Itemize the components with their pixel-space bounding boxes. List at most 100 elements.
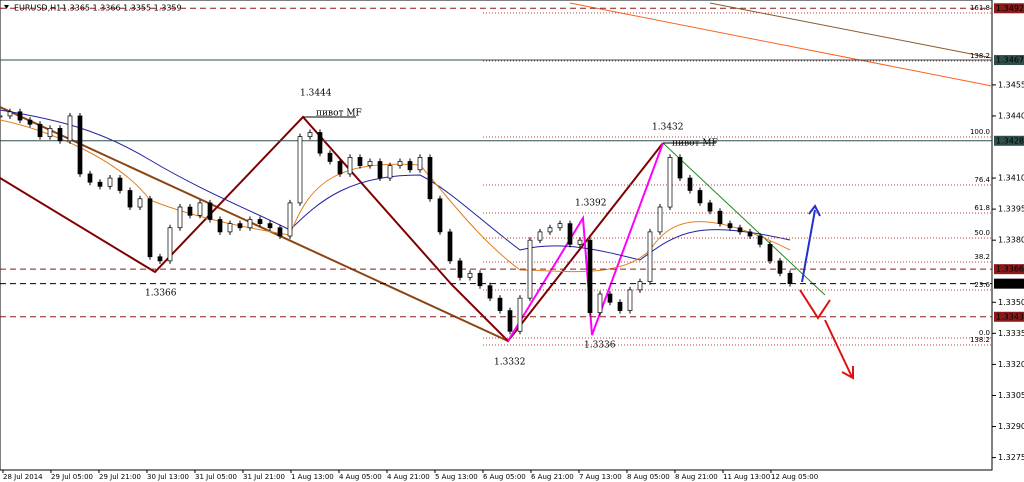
candle (607, 293, 613, 303)
candle (17, 111, 23, 121)
x-tick-label: 29 Jul 21:00 (99, 473, 141, 481)
candle (157, 256, 163, 262)
candle (7, 111, 13, 117)
candle (757, 235, 763, 245)
price-box (994, 135, 1024, 146)
candle (417, 157, 423, 171)
candle (547, 227, 553, 233)
candle (537, 231, 543, 241)
candle (557, 223, 563, 229)
y-tick-label: 1.3320 (998, 360, 1024, 369)
fib-label: 0.0 (979, 329, 990, 337)
price-box (994, 3, 1024, 14)
candle (517, 297, 523, 332)
x-tick-label: 30 Jul 13:00 (147, 473, 189, 481)
arrow-up (801, 204, 821, 283)
price-box (994, 278, 1024, 289)
trend-line (709, 2, 993, 59)
fib-label: 50.0 (974, 229, 990, 237)
candle (787, 272, 793, 285)
candle (177, 206, 183, 229)
fib-label: 61.8 (974, 204, 990, 212)
price-box (994, 55, 1024, 66)
zigzag (507, 142, 664, 342)
x-tick-label: 4 Aug 05:00 (339, 473, 382, 481)
candle (507, 310, 513, 332)
candle (777, 260, 783, 274)
candle (237, 223, 243, 229)
price-label: 1.3366 (996, 265, 1024, 274)
fib-label: 76.4 (974, 176, 990, 184)
candle (27, 119, 33, 125)
candle (677, 157, 683, 179)
candle (707, 202, 713, 212)
candle (487, 285, 493, 299)
moving-average (0, 109, 791, 261)
fib-label: 23.6 (974, 281, 990, 289)
candle (77, 115, 83, 175)
candle (127, 190, 133, 208)
candle (407, 161, 413, 171)
candle (347, 157, 353, 175)
candle (287, 202, 293, 237)
candle (387, 165, 393, 179)
annotation: 1.3444 (300, 89, 332, 99)
candle (687, 177, 693, 191)
candle (87, 173, 93, 183)
annotation: 1.3332 (494, 358, 526, 368)
fib-label: 38.2 (974, 253, 990, 261)
y-tick-label: 1.3335 (998, 329, 1024, 338)
price-label: 1.3492 (996, 4, 1024, 13)
annotation: пивот MF (316, 109, 362, 119)
price-label: 1.3428 (996, 136, 1024, 145)
candle (437, 198, 443, 233)
candle (97, 181, 103, 187)
candle (117, 177, 123, 191)
candle (227, 223, 233, 233)
candle (147, 198, 153, 258)
candle (397, 161, 403, 166)
candle (207, 202, 213, 220)
candle (317, 132, 323, 154)
candle (197, 202, 203, 216)
trend-line (569, 2, 993, 87)
candle (67, 115, 73, 142)
candle (747, 231, 753, 237)
candle (277, 227, 283, 237)
x-tick-label: 4 Aug 21:00 (387, 473, 430, 481)
symbol: EURUSD,H1 (14, 4, 61, 13)
x-tick-label: 6 Aug 21:00 (531, 473, 574, 481)
fib-label: 138.2 (970, 52, 990, 60)
candle (617, 301, 623, 311)
x-tick-label: 6 Aug 05:00 (483, 473, 526, 481)
candle (577, 239, 583, 245)
zigzag (0, 115, 664, 343)
candle (337, 161, 343, 175)
x-tick-label: 11 Aug 13:00 (723, 473, 770, 481)
candle (527, 239, 533, 299)
menu-arrow (4, 5, 9, 9)
candle (477, 272, 483, 287)
candle (697, 190, 703, 204)
y-tick-label: 1.3455 (998, 80, 1024, 89)
candle (267, 223, 273, 229)
candle (737, 227, 743, 233)
candle (367, 161, 373, 166)
candle (257, 219, 263, 224)
candle (297, 136, 303, 204)
y-tick-label: 1.3275 (998, 453, 1024, 462)
y-tick-label: 1.3305 (998, 391, 1024, 400)
candle (167, 227, 173, 262)
candle (427, 157, 433, 200)
candle (597, 293, 603, 313)
y-tick-label: 1.3290 (998, 422, 1024, 431)
y-tick-label: 1.3350 (998, 298, 1024, 307)
candle (447, 231, 453, 262)
annotation: пивот MF (672, 139, 718, 149)
x-tick-label: 7 Aug 13:00 (579, 473, 622, 481)
price-label: 1.3343 (996, 312, 1024, 321)
x-tick-label: 8 Aug 05:00 (627, 473, 670, 481)
candle (47, 128, 53, 138)
x-tick-label: 31 Jul 21:00 (243, 473, 285, 481)
